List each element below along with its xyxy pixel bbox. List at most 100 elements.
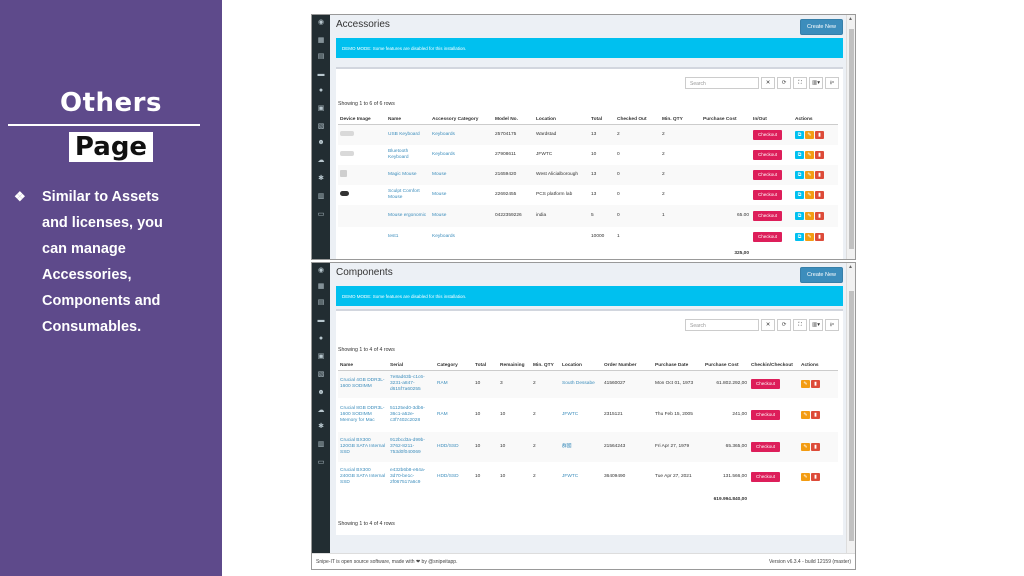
col-name[interactable]: Name [338,361,388,371]
trash-icon[interactable]: ▮ [811,442,820,451]
trash-icon[interactable]: ▮ [815,211,824,220]
checkout-button[interactable]: Checkout [753,231,783,242]
people-icon[interactable]: ☻ [317,389,325,396]
category[interactable]: RAM [437,411,448,417]
settings-icon[interactable]: ✱ [318,175,324,182]
accessory-name[interactable]: USB Keyboard [386,124,430,145]
location[interactable]: india [534,204,589,227]
component-name[interactable]: Crucial BX300 120GB SATA Internal SSD [338,431,388,462]
accessory-category[interactable]: Mouse [430,204,493,227]
scrollbar-thumb[interactable] [849,29,854,249]
columns-icon[interactable]: ▥▾ [809,319,823,331]
requestable-icon[interactable]: ▭ [317,459,325,466]
pencil-icon[interactable]: ✎ [805,190,814,199]
location[interactable]: JFWTC [536,151,553,157]
checkout-button[interactable]: Checkout [753,149,783,160]
trash-icon[interactable]: ▮ [815,150,824,159]
location[interactable]: PCS platform lab [536,191,573,197]
licenses-icon[interactable]: ▤ [317,299,325,306]
location[interactable]: South Dessabe [560,370,602,398]
mouse-image[interactable] [340,190,349,196]
requestable-icon[interactable]: ▭ [317,211,325,218]
people-icon[interactable]: ☻ [317,139,325,146]
trash-icon[interactable]: ▮ [811,472,820,481]
col-min-qty[interactable]: Min. QTY [660,115,701,125]
accessory-category[interactable]: Mouse [430,164,493,185]
trash-icon[interactable]: ▮ [811,380,820,389]
col-model[interactable]: Model No. [493,115,534,125]
col-location[interactable]: Location [560,361,602,371]
fullscreen-icon[interactable]: ⛶ [793,319,807,331]
col-device-image[interactable]: Device Image [338,115,386,125]
accessories-icon[interactable]: ▬ [317,71,325,78]
assets-icon[interactable]: ▦ [317,37,325,44]
col-total[interactable]: Total [589,115,615,125]
accessory-name[interactable]: Magic Mouse [386,164,430,185]
mouse-image[interactable] [340,169,347,177]
col-remaining[interactable]: Remaining [498,361,531,371]
clone-icon[interactable]: ⧉ [795,190,804,199]
trash-icon[interactable]: ▮ [815,190,824,199]
clone-icon[interactable]: ⧉ [795,232,804,241]
clear-search-icon[interactable]: ✕ [761,77,775,89]
dashboard-icon[interactable]: ◉ [317,267,325,274]
export-icon[interactable]: ⭳▾ [825,319,839,331]
accessory-name[interactable]: Mouse ergonomic [386,204,430,227]
fullscreen-icon[interactable]: ⛶ [793,77,807,89]
checkout-button[interactable]: Checkout [751,409,781,420]
location[interactable]: JFWTC [562,473,579,479]
reports-icon[interactable]: ▥ [317,193,325,200]
refresh-icon[interactable]: ⟳ [777,319,791,331]
checkout-button[interactable]: Checkout [751,471,781,482]
import-icon[interactable]: ☁ [317,157,325,164]
clone-icon[interactable]: ⧉ [795,130,804,139]
component-name[interactable]: Crucial 8GB DDR3L-1600 SODIMM Memory for… [340,405,385,423]
pencil-icon[interactable]: ✎ [805,130,814,139]
import-icon[interactable]: ☁ [317,407,325,414]
component-name[interactable]: Crucial 4GB DDR3L-1600 SODIMM [338,370,388,398]
consumables-icon[interactable]: ● [318,87,324,94]
columns-icon[interactable]: ▥▾ [809,77,823,89]
pencil-icon[interactable]: ✎ [801,380,810,389]
accessory-name[interactable]: test1 [388,233,399,239]
col-purchase-date[interactable]: Purchase Date [653,361,703,371]
predefined-kits-icon[interactable]: ▧ [317,371,325,378]
col-serial[interactable]: Serial [388,361,435,371]
scroll-up-icon[interactable]: ▲ [848,264,853,270]
refresh-icon[interactable]: ⟳ [777,77,791,89]
accessory-category[interactable]: Keyboards [430,124,493,145]
location[interactable]: 群國 [560,431,602,462]
accessory-category[interactable]: Keyboards [432,233,455,239]
reports-icon[interactable]: ▥ [317,441,325,448]
keyboard-image[interactable] [340,150,354,156]
checkout-button[interactable]: Checkout [753,169,783,180]
scrollbar-thumb[interactable] [849,291,854,541]
location[interactable]: West Alicialborough [534,164,589,185]
col-min-qty[interactable]: Min. QTY [531,361,560,371]
create-new-button[interactable]: Create New [799,19,843,35]
scrollbar[interactable]: ▲ [846,15,855,259]
licenses-icon[interactable]: ▤ [317,53,325,60]
accessory-category[interactable]: Keyboards [432,151,455,157]
trash-icon[interactable]: ▮ [811,410,820,419]
accessories-icon[interactable]: ▬ [317,317,325,324]
checkout-button[interactable]: Checkout [751,441,781,452]
keyboard-image[interactable] [340,130,354,136]
scrollbar[interactable]: ▲ [846,263,855,553]
col-category[interactable]: Accessory Category [430,115,493,125]
components-icon[interactable]: ▣ [317,353,325,360]
dashboard-icon[interactable]: ◉ [317,19,325,26]
component-name[interactable]: Crucial BX300 240GB SATA Internal SSD [340,467,386,485]
col-name[interactable]: Name [386,115,430,125]
clear-search-icon[interactable]: ✕ [761,319,775,331]
scroll-up-icon[interactable]: ▲ [848,16,853,22]
col-total[interactable]: Total [473,361,498,371]
pencil-icon[interactable]: ✎ [801,472,810,481]
accessory-name[interactable]: Sculpt Comfort Mouse [388,188,420,200]
pencil-icon[interactable]: ✎ [805,150,814,159]
col-purchase-cost[interactable]: Purchase Cost [703,361,749,371]
location[interactable]: JFWTC [562,411,579,417]
location[interactable] [534,227,589,247]
clone-icon[interactable]: ⧉ [795,170,804,179]
col-category[interactable]: Category [435,361,473,371]
